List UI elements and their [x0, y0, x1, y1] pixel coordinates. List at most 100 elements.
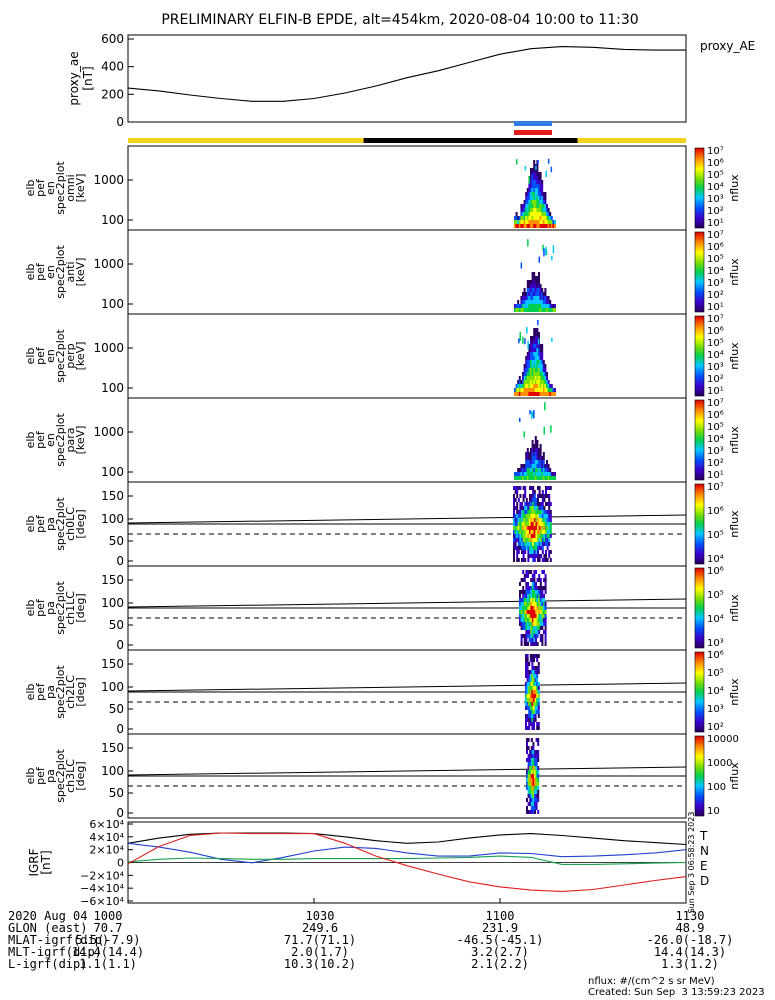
spectrogram-pixel: [533, 272, 536, 276]
spectrogram-pixel: [533, 464, 536, 468]
spectrogram-pixel: [529, 778, 532, 782]
spectrogram-pixel: [526, 460, 529, 464]
spectrogram-pixel: [538, 308, 540, 312]
spectrogram-pixel: [535, 790, 538, 794]
spectrogram-pixel: [522, 380, 524, 384]
spectrogram-pixel: [549, 502, 552, 506]
ae-ylabel: proxy_ae: [67, 51, 81, 105]
spectrogram-pixel: [540, 502, 543, 506]
spectrogram-pixel: [537, 530, 539, 534]
spectrogram-pixel: [519, 590, 521, 594]
spectrogram-pixel: [536, 304, 539, 308]
spectrogram-pixel: [534, 364, 537, 368]
spectrogram-pixel: [533, 582, 536, 586]
spectrogram-pixel: [554, 388, 556, 392]
spectrogram-pixel: [523, 288, 526, 292]
spectrogram-pixel: [522, 300, 524, 304]
spectrogram-pixel: [531, 666, 534, 670]
spectrogram-pixel: [522, 296, 524, 300]
spectrogram-pixel: [524, 522, 527, 526]
spectrogram-pixel: [533, 630, 536, 634]
spectrogram-pixel: [548, 522, 551, 526]
colorbar-tick-label: 10²: [707, 206, 724, 217]
spectrogram-pixel: [544, 638, 547, 642]
spectrogram-pixel: [531, 280, 534, 284]
spectrogram-pixel: [547, 224, 550, 228]
spectrogram-pixel: [525, 460, 528, 464]
spectrogram-pixel: [533, 506, 536, 510]
colorbar-tick-label: 10⁶: [707, 506, 724, 517]
spectrogram-pixel: [516, 522, 519, 526]
spectrogram-pixel: [520, 308, 523, 312]
spectrogram-pixel: [513, 546, 515, 550]
spectrogram-pixel: [539, 360, 542, 364]
spectrogram-pixel: [533, 184, 536, 188]
panel-ylabel: spec2plot: [54, 665, 67, 719]
spectrogram-pixel: [533, 460, 536, 464]
spectrogram-pixel: [538, 490, 541, 494]
spectrogram-pixel: [517, 304, 520, 308]
spectrogram-pixel: [534, 456, 537, 460]
spectrogram-pixel: [541, 288, 544, 292]
spectrogram-pixel: [536, 472, 539, 476]
footer-row-value: 71.7(71.1): [283, 933, 357, 947]
spectrogram-pixel: [525, 582, 528, 586]
spectrogram-pixel: [524, 558, 527, 562]
spectrogram-pixel: [534, 280, 537, 284]
spectrogram-pixel: [538, 486, 541, 490]
spectrogram-pixel: [514, 388, 516, 392]
spectrogram-pixel: [531, 686, 534, 690]
spectrogram-pixel: [538, 364, 540, 368]
spectrogram-pixel: [544, 196, 547, 200]
spectrogram-pixel: [534, 694, 537, 698]
panel-ylabel: elb: [24, 180, 37, 197]
panel-ytick-label: 0: [116, 722, 124, 736]
spectrogram-pixel: [525, 718, 527, 722]
spectrogram-pixel: [537, 758, 540, 762]
spectrogram-pixel: [534, 176, 537, 180]
spectrogram-pixel: [517, 472, 520, 476]
spectrogram-pixel: [531, 444, 534, 448]
spectrogram-pixel: [536, 344, 539, 348]
colorbar-tick-label: 10⁵: [707, 338, 724, 349]
spectrogram-pixel: [533, 352, 536, 356]
spectrogram-pixel: [518, 376, 521, 380]
spectrogram-pixel: [534, 440, 537, 444]
spectrogram-pixel: [542, 472, 545, 476]
spectrogram-pixel: [543, 498, 546, 502]
spectrogram-pixel: [538, 622, 541, 626]
footer-row-value: 1130: [675, 909, 705, 923]
spectrogram-pixel: [527, 586, 529, 590]
marker-red: [514, 130, 552, 135]
spectrogram-pixel: [538, 344, 540, 348]
panel-ylabel: ch2LC: [64, 675, 77, 709]
spectrogram-pixel: [530, 220, 532, 224]
panel-ylabel: pa: [44, 685, 57, 699]
panel-ytick-label: 100: [101, 680, 124, 694]
spectrogram-pixel: [546, 216, 548, 220]
spectrogram-pixel: [529, 510, 531, 514]
spectrogram-pixel: [529, 758, 532, 762]
spectrogram-pixel: [529, 526, 531, 530]
spectrogram-pixel: [531, 172, 534, 176]
panel-ytick-label: 1000: [93, 173, 124, 187]
spectrogram-pixel: [531, 618, 534, 622]
colorbar: [694, 567, 705, 649]
spectrogram-pixel: [528, 280, 531, 284]
spectrogram-pixel: [534, 460, 537, 464]
spectrogram-pixel: [522, 208, 524, 212]
spectrogram-pixel: [537, 666, 540, 670]
spectrogram-pixel: [542, 452, 545, 456]
spectrogram-pixel: [530, 502, 533, 506]
spectrogram-pixel: [538, 452, 540, 456]
spectrogram-pixel: [538, 192, 540, 196]
spectrogram-pixel: [534, 766, 536, 770]
spectrogram-pixel: [519, 494, 522, 498]
ae-ytick-label: 200: [101, 87, 124, 101]
spectrogram-pixel: [526, 758, 528, 762]
marker-blue: [514, 121, 552, 126]
spectrogram-pixel: [546, 376, 548, 380]
spectrogram-pixel: [525, 726, 527, 730]
spectrogram-pixel: [544, 468, 547, 472]
spectrogram-pixel: [533, 554, 536, 558]
